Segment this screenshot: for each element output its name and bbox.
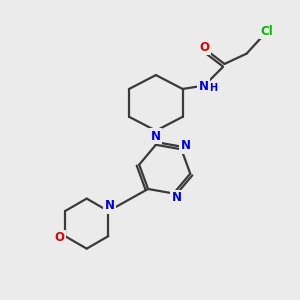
Text: N: N (181, 139, 191, 152)
Text: H: H (209, 82, 217, 92)
Text: N: N (105, 199, 115, 212)
Text: N: N (172, 191, 182, 204)
Text: Cl: Cl (261, 25, 274, 38)
Text: O: O (200, 41, 210, 54)
Text: O: O (55, 231, 65, 244)
Text: N: N (199, 80, 209, 92)
Text: N: N (151, 130, 161, 142)
